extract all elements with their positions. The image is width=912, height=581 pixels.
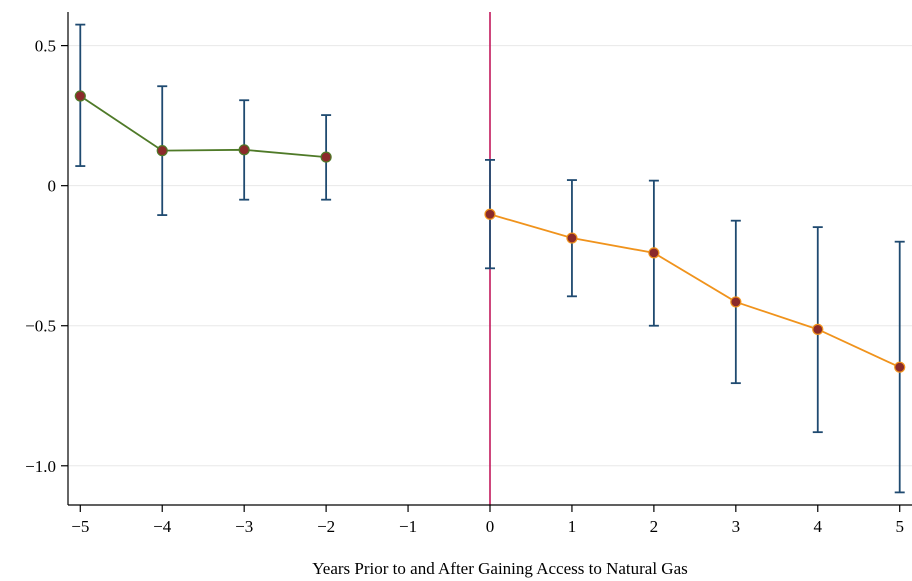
- data-point: [484, 208, 496, 220]
- x-tick-label: 1: [568, 517, 577, 536]
- y-tick-label: −1.0: [25, 457, 56, 476]
- x-tick-label: 5: [895, 517, 904, 536]
- x-axis-title: Years Prior to and After Gaining Access …: [312, 559, 688, 578]
- series-group: [74, 23, 906, 494]
- x-tick-label: −3: [235, 517, 253, 536]
- x-tick-label: 3: [732, 517, 741, 536]
- data-point: [320, 151, 332, 163]
- axes: 0.5 0 −0.5 −1.0 −5 −4 −3 −2 −1 0 1 2 3 4 5: [25, 12, 912, 536]
- series-line-1: [79, 95, 327, 158]
- y-tick-label: 0: [48, 177, 57, 196]
- y-tick-label: −0.5: [25, 317, 56, 336]
- data-point: [894, 361, 906, 373]
- x-tick-label: −2: [317, 517, 335, 536]
- data-point: [812, 323, 824, 335]
- x-tick-label: 4: [814, 517, 823, 536]
- data-point: [74, 90, 86, 102]
- y-tick-label: 0.5: [35, 37, 56, 56]
- x-tick-label: 0: [486, 517, 495, 536]
- data-point: [730, 296, 742, 308]
- data-point: [238, 144, 250, 156]
- series-line-2: [489, 213, 901, 369]
- data-point: [566, 232, 578, 244]
- x-tick-label: −4: [153, 517, 172, 536]
- data-point: [648, 247, 660, 259]
- x-tick-label: −1: [399, 517, 417, 536]
- data-point: [156, 145, 168, 157]
- x-tick-label: 2: [650, 517, 659, 536]
- x-tick-label: −5: [71, 517, 89, 536]
